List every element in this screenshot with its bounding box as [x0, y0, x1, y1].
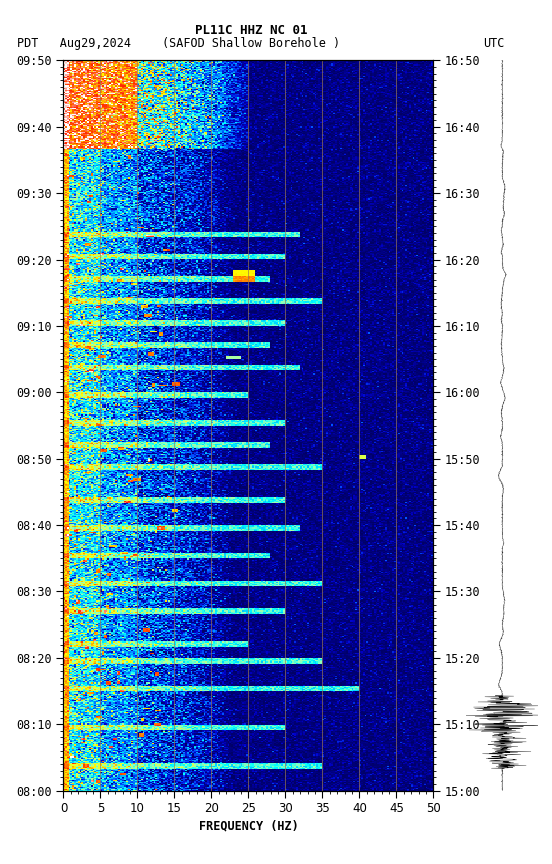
- Text: PL11C HHZ NC 01: PL11C HHZ NC 01: [195, 24, 307, 37]
- Text: UTC: UTC: [483, 37, 505, 50]
- X-axis label: FREQUENCY (HZ): FREQUENCY (HZ): [199, 820, 298, 833]
- Text: (SAFOD Shallow Borehole ): (SAFOD Shallow Borehole ): [162, 37, 340, 50]
- Text: PDT   Aug29,2024: PDT Aug29,2024: [17, 37, 131, 50]
